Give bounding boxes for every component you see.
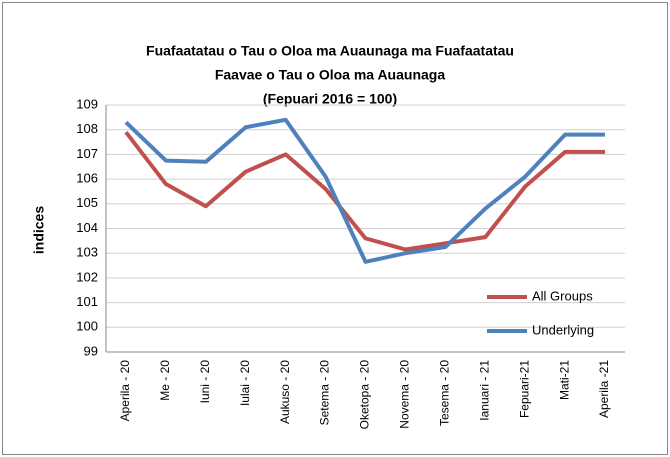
x-tick-label: Me - 20 xyxy=(158,360,172,401)
legend-label: Underlying xyxy=(532,322,594,337)
y-tick-label: 99 xyxy=(84,343,98,358)
x-tick-label: Aperila - 20 xyxy=(118,360,132,422)
y-tick-label: 108 xyxy=(76,121,98,136)
y-tick-label: 103 xyxy=(76,245,98,260)
x-tick-label: Aperila -21 xyxy=(597,360,611,418)
y-tick-label: 107 xyxy=(76,146,98,161)
line-series xyxy=(124,130,606,252)
y-tick-label: 106 xyxy=(76,171,98,186)
legend-label: All Groups xyxy=(532,288,593,303)
x-tick-label: Oketopa - 20 xyxy=(358,360,372,430)
x-tick-label: Aukuso - 20 xyxy=(278,360,292,424)
x-tick-label: Ianuari - 21 xyxy=(477,360,491,421)
chart-title: Faavae o Tau o Oloa ma Auaunaga xyxy=(215,67,445,83)
y-tick-label: 109 xyxy=(76,96,98,111)
y-tick-label: 104 xyxy=(76,220,98,235)
x-tick-label: Fepuari-21 xyxy=(517,360,531,418)
x-tick-label: Iuni - 20 xyxy=(198,360,212,404)
chart-title: Fuafaatatau o Tau o Oloa ma Auaunaga ma … xyxy=(146,43,514,59)
y-axis-label: indices xyxy=(31,206,47,254)
y-tick-label: 105 xyxy=(76,195,98,210)
x-tick-label: Novema - 20 xyxy=(398,360,412,429)
x-tick-label: Iulai - 20 xyxy=(238,360,252,406)
y-tick-label: 102 xyxy=(76,269,98,284)
x-tick-label: Tesema - 20 xyxy=(438,360,452,426)
chart-title: (Fepuari 2016 = 100) xyxy=(263,91,397,107)
y-tick-label: 100 xyxy=(76,319,98,334)
y-tick-label: 101 xyxy=(76,294,98,309)
x-tick-label: Setema - 20 xyxy=(318,360,332,426)
line-series xyxy=(124,117,606,264)
x-tick-label: Mati-21 xyxy=(557,360,571,400)
